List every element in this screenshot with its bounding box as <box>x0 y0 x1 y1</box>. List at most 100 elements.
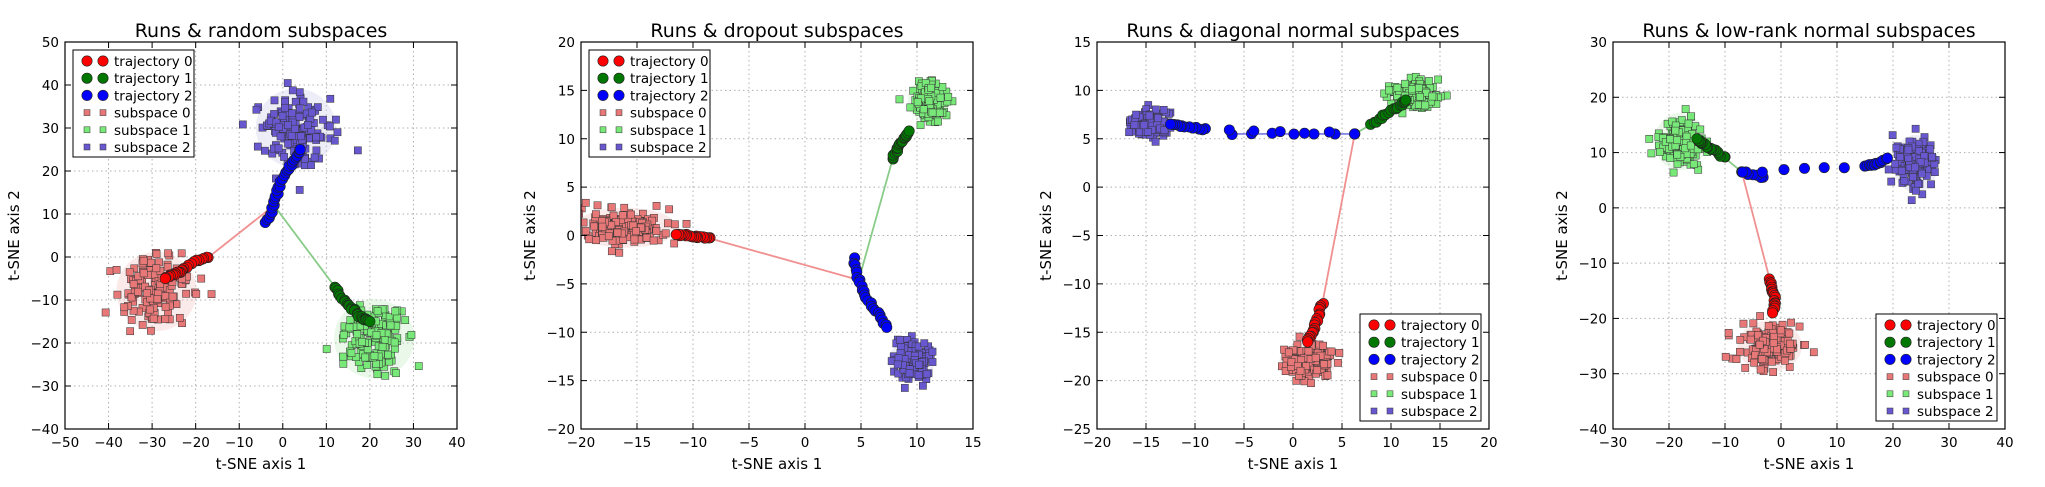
x-tick-label: −10 <box>679 435 708 451</box>
x-tick-label: 0 <box>278 435 287 451</box>
subspace-2-point <box>919 381 927 390</box>
subspace-0-point <box>620 203 629 212</box>
subspace-2-point <box>1914 179 1923 188</box>
trajectory-2-point <box>1248 125 1260 137</box>
legend-marker-trajectory-0 <box>597 55 609 67</box>
y-tick-label: −5 <box>555 277 575 293</box>
legend-box <box>72 49 195 158</box>
legend-marker-subspace-1 <box>99 126 107 134</box>
subspace-2-point <box>1154 114 1162 123</box>
y-tick-label: 30 <box>1590 35 1607 51</box>
subspace-0-point <box>175 313 184 322</box>
subspace-0-point <box>1311 353 1320 362</box>
x-tick-label: 15 <box>964 435 981 451</box>
subspace-1-point <box>1687 112 1695 121</box>
legend-label: trajectory 0 <box>1401 318 1480 334</box>
subspace-1-point <box>370 352 379 360</box>
subspace-1-point <box>1421 101 1430 110</box>
subspace-1-point <box>372 360 380 368</box>
subspace-2-point <box>1916 158 1925 166</box>
subspace-0-point <box>581 198 590 207</box>
subspace-0-point <box>1754 331 1762 340</box>
trajectory-2-point <box>881 321 893 333</box>
subspace-1-point <box>1671 126 1680 135</box>
legend-label: subspace 2 <box>114 140 191 156</box>
x-tick-label: 30 <box>405 435 422 451</box>
subspace-2-point <box>332 115 340 124</box>
subspace-2-point <box>928 358 937 366</box>
subspace-1-point <box>1656 148 1664 156</box>
legend-marker-trajectory-1 <box>97 72 109 84</box>
legend-marker-trajectory-2 <box>81 89 93 101</box>
x-tick-label: −20 <box>567 435 596 451</box>
subspace-0-point <box>1313 366 1321 375</box>
x-tick-label: −5 <box>1234 435 1254 451</box>
legend-marker-subspace-1 <box>1886 390 1894 398</box>
x-tick-label: −40 <box>94 435 123 451</box>
subspace-0-point <box>1736 347 1744 356</box>
subspace-0-point <box>164 249 172 258</box>
y-tick-label: −30 <box>1579 367 1608 383</box>
chart-title: Runs & dropout subspaces <box>650 20 903 42</box>
subspace-0-point <box>1736 335 1745 344</box>
subspace-0-point <box>1786 339 1794 348</box>
subspace-2-point <box>295 88 304 97</box>
subspace-0-point <box>581 227 590 235</box>
trajectory-1-point <box>903 125 915 137</box>
subspace-0-point <box>127 316 136 324</box>
subspace-0-point <box>592 210 600 219</box>
subspace-2-point <box>312 133 320 142</box>
subspace-0-point <box>182 289 190 298</box>
y-tick-label: −20 <box>31 336 60 352</box>
subspace-1-point <box>944 92 953 101</box>
legend-marker-subspace-0 <box>1886 373 1894 380</box>
subspace-0-point <box>1764 322 1773 330</box>
subspace-2-point <box>291 124 299 133</box>
y-tick-label: −15 <box>547 374 576 390</box>
subspace-0-point <box>1749 319 1758 328</box>
subspace-0-point <box>1302 362 1310 370</box>
subspace-0-point <box>618 211 627 220</box>
subspace-1-point <box>373 370 382 379</box>
subspace-2-point <box>1130 121 1139 129</box>
subspace-0-point <box>125 268 134 276</box>
subspace-2-point <box>1143 128 1152 136</box>
legend-label: trajectory 2 <box>630 88 709 104</box>
x-axis-label: t-SNE axis 1 <box>216 455 307 473</box>
legend-marker-trajectory-0 <box>1384 319 1396 331</box>
legend-label: subspace 0 <box>114 106 191 122</box>
trajectory-2-point <box>1737 166 1749 178</box>
subspace-2-point <box>308 108 316 117</box>
subspace-2-point <box>310 153 319 162</box>
subspace-1-point <box>1393 83 1402 92</box>
trajectory-2-point <box>294 144 306 156</box>
subspace-1-point <box>1666 135 1674 144</box>
subspace-1-point <box>391 307 400 316</box>
subplot-0: −50 −40 −30 −20 −10 0 10 20 30 40−40−30−20−100102… <box>5 20 466 473</box>
subspace-0-point <box>570 217 577 224</box>
subspace-0-point <box>604 232 613 241</box>
legend-marker-subspace-2 <box>1370 407 1378 415</box>
subspace-1-point <box>938 83 947 91</box>
subspace-1-point <box>919 105 928 114</box>
subspace-1-point <box>1428 92 1437 101</box>
subspace-0-point <box>1769 339 1778 347</box>
subspace-1-point <box>1645 135 1654 143</box>
subspace-2-point <box>1912 186 1920 195</box>
subspace-0-point <box>129 280 138 288</box>
legend-marker-trajectory-1 <box>1900 336 1912 348</box>
legend-label: trajectory 1 <box>114 71 193 87</box>
subspace-1-point <box>936 93 945 102</box>
subspace-1-point <box>934 117 942 126</box>
subspace-2-point <box>1907 196 1916 205</box>
subspace-0-point <box>598 222 607 231</box>
legend-box <box>588 49 711 158</box>
x-tick-label: 30 <box>1940 435 1957 451</box>
trajectory-2-point <box>1165 118 1177 130</box>
subspace-0-point <box>143 289 151 298</box>
subspace-0-point <box>1304 347 1313 356</box>
legend-marker-subspace-0 <box>1370 373 1378 380</box>
legend-label: subspace 0 <box>1917 370 1994 386</box>
